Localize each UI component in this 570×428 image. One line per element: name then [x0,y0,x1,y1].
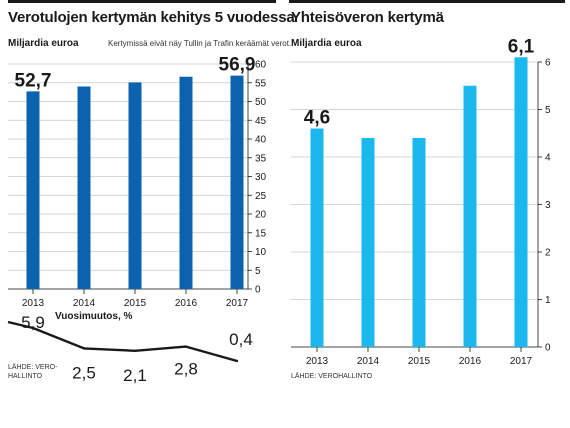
left-y-tick-label: 25 [255,191,267,202]
right-y-tick-label: 2 [545,248,551,259]
right-y-tick-label: 5 [545,105,551,116]
right-y-tick-label: 1 [545,295,551,306]
right-top-rule [289,0,565,3]
right-bar [310,128,324,347]
change-line-chart: 5,9 2,5 2,1 2,8 0,4 [7,313,253,385]
left-x-tick-label: 2015 [124,298,147,309]
left-y-tick-label: 10 [255,247,267,258]
left-y-tick-label: 5 [255,266,261,277]
change-point [235,359,239,363]
right-x-tick-label: 2016 [459,356,482,367]
left-y-tick-label: 50 [255,97,267,108]
right-bar [514,57,528,347]
left-x-tick-label: 2017 [226,298,249,309]
change-point [82,347,86,350]
left-bar-chart: 0 5 10 15 20 25 30 35 40 45 50 55 60 2013 2014 2015 2016… [8,55,267,309]
left-y-tick-label: 30 [255,172,267,183]
right-bar [412,138,426,347]
left-y-tick-label: 15 [255,228,267,239]
left-source: LÄHDE: VERO- HALLINTO [8,364,58,380]
left-bar [179,76,193,289]
left-data-label: 56,9 [219,55,256,76]
left-data-label: 52,7 [15,70,52,91]
change-data-label: 5,9 [21,313,45,332]
left-y-tick-label: 55 [255,78,267,89]
change-point [184,345,188,348]
change-data-label: 2,8 [174,360,198,379]
left-chart-title: Verotulojen kertymän kehitys 5 vuodessa [8,9,295,26]
left-y-tick-label: 60 [255,60,267,71]
right-bar [463,85,477,347]
left-bar [26,91,40,289]
left-y-tick-label: 40 [255,135,267,146]
right-x-tick-label: 2013 [306,356,329,367]
right-y-tick-label: 0 [545,343,551,354]
change-data-label: 2,5 [72,363,96,382]
left-x-tick-label: 2013 [22,298,45,309]
right-y-tick-label: 4 [545,153,551,164]
right-x-tick-label: 2017 [510,356,533,367]
right-bar [361,138,375,347]
change-point [133,349,137,352]
change-series-line [7,320,238,363]
change-point [31,326,35,330]
right-x-tick-label: 2014 [357,356,380,367]
left-bar [77,86,91,289]
left-x-tick-label: 2016 [175,298,198,309]
left-y-tick-label: 0 [255,285,261,296]
right-chart-subtitle: Miljardia euroa [291,38,362,49]
right-data-label: 4,6 [304,108,330,129]
left-y-tick-label: 35 [255,153,267,164]
right-x-tick-label: 2015 [408,356,431,367]
left-y-tick-label: 20 [255,210,267,221]
right-y-tick-label: 6 [545,58,551,69]
left-top-rule [8,0,276,3]
right-y-tick-label: 3 [545,200,551,211]
left-y-tick-label: 45 [255,116,267,127]
left-bar [128,82,142,289]
left-bar [230,75,244,289]
left-chart-note: Kertymissä eivät näy Tullin ja Trafin ke… [108,39,292,48]
right-bar-chart: 0 1 2 3 4 5 6 2013 2014 2015 2016 2017 4,6 6,1 [291,36,551,367]
right-source: LÄHDE: VEROHALLINTO [291,373,373,380]
left-chart-subtitle: Miljardia euroa [8,38,79,49]
left-x-tick-label: 2014 [73,298,96,309]
change-chart-title: Vuosimuutos, % [55,311,133,322]
change-data-label: 2,1 [123,366,147,385]
right-data-label: 6,1 [508,36,535,57]
right-chart-title: Yhteisöveron kertymä [291,9,444,26]
change-data-label: 0,4 [229,330,253,349]
